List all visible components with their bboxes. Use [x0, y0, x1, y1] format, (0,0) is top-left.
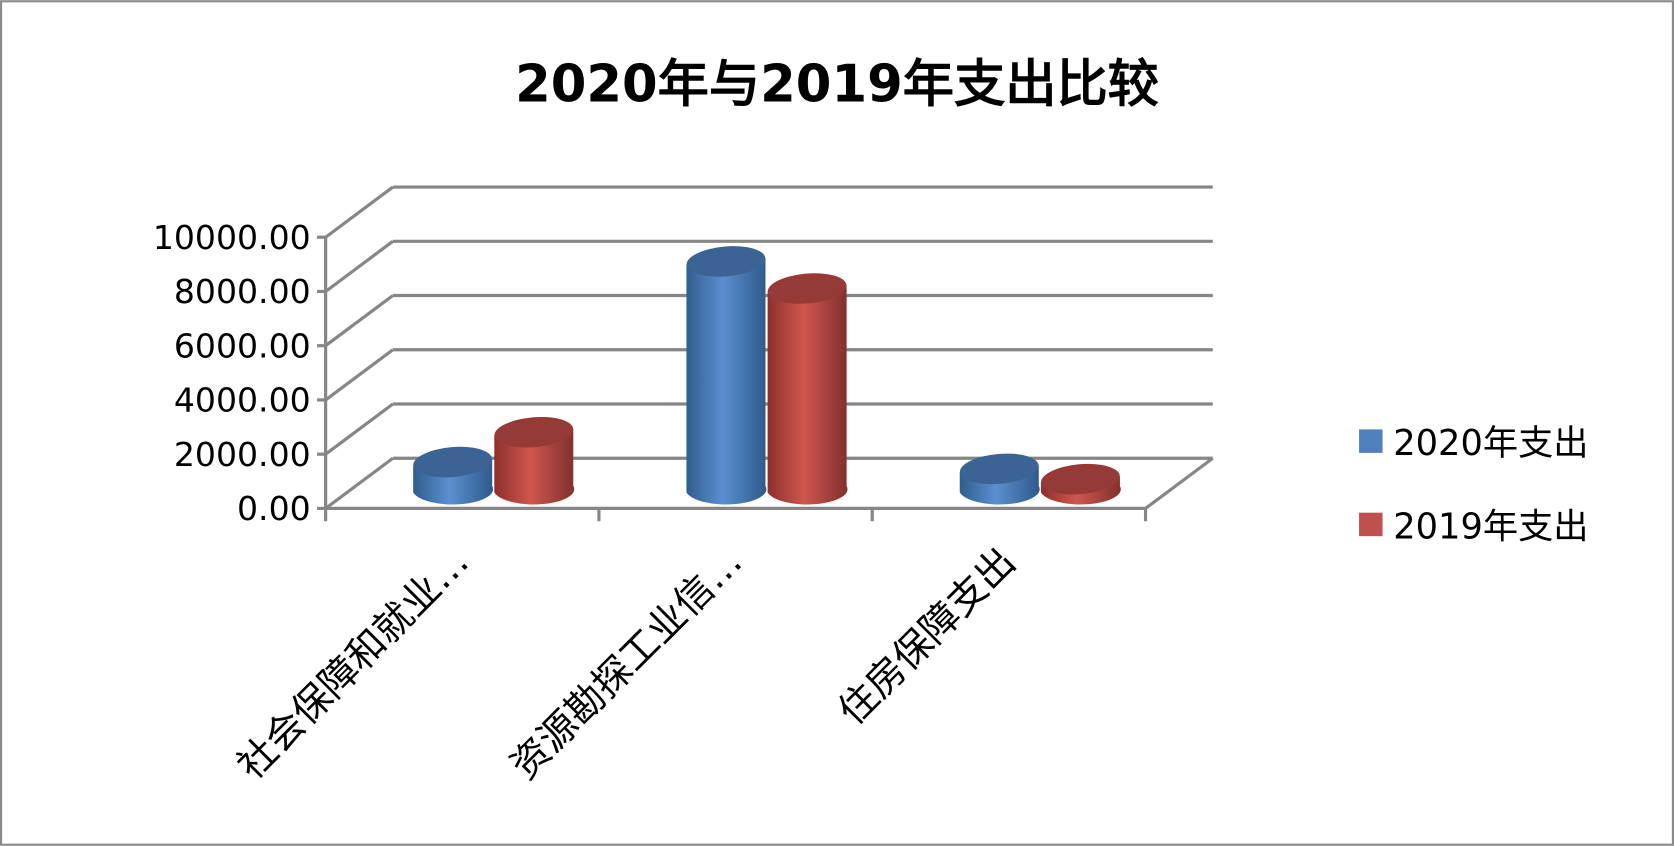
side-gridline [324, 402, 394, 456]
bar-body [494, 429, 575, 505]
bar-top [1041, 463, 1120, 495]
legend-label: 2020年支出 [1393, 423, 1588, 464]
y-tick-label: 10000.00 [153, 218, 311, 257]
y-tick-label: 2000.00 [174, 435, 311, 474]
y-tick-label: 6000.00 [174, 326, 311, 365]
bar-top [767, 273, 847, 304]
bar-2019 [767, 273, 848, 505]
y-tick-label: 0.00 [237, 489, 311, 528]
y-tick-label: 8000.00 [174, 272, 311, 311]
bar-top [413, 446, 493, 478]
bar-body [686, 258, 767, 505]
side-gridline [324, 185, 394, 239]
bar-top [686, 246, 766, 277]
bar-2020 [959, 453, 1040, 505]
bar-2019 [494, 416, 575, 505]
y-tick-label: 4000.00 [174, 381, 311, 420]
side-gridline [324, 294, 394, 347]
bar-body [767, 285, 848, 505]
bar-2020 [413, 446, 494, 505]
bar-2020 [686, 246, 767, 505]
bar-2019 [1040, 463, 1121, 505]
legend-swatch [1359, 429, 1383, 453]
side-gridline [324, 348, 394, 402]
bar-top [494, 416, 574, 448]
chart-title: 2020年与2019年支出比较 [515, 55, 1159, 115]
side-gridline [324, 456, 394, 510]
legend-swatch [1359, 512, 1383, 537]
floor-edge [1144, 456, 1214, 510]
side-gridline [324, 240, 394, 293]
legend-label: 2019年支出 [1393, 506, 1588, 547]
bar-top [959, 453, 1039, 485]
